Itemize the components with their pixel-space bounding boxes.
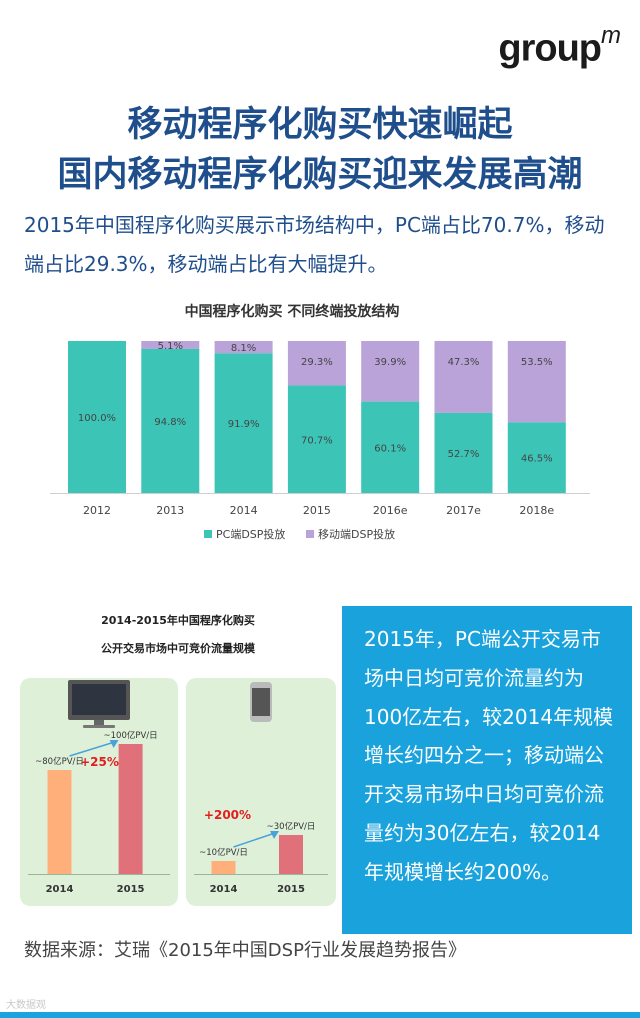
source-note: 数据来源：艾瑞《2015年中国DSP行业发展趋势报告》 xyxy=(24,940,466,961)
watermark: 大数据观 xyxy=(6,1000,46,1011)
monitor-screen-icon xyxy=(72,684,126,715)
headline-line-2: 国内移动程序化购买迎来发展高潮 xyxy=(57,155,583,195)
label-pc-2015: 70.7% xyxy=(301,435,333,446)
legend-swatch-mobile xyxy=(306,530,314,538)
value-label-pc-2015: ~100亿PV/日 xyxy=(104,730,158,741)
label-pc-2016e: 60.1% xyxy=(374,443,406,454)
x-tick-2015: 2015 xyxy=(303,504,331,517)
value-label-mobile-2015: ~30亿PV/日 xyxy=(267,821,316,832)
x-tick-2012: 2012 xyxy=(83,504,111,517)
legend-label-mobile: 移动端DSP投放 xyxy=(318,527,395,541)
growth-arrow-mobile xyxy=(233,832,276,848)
value-label-mobile-2014: ~10亿PV/日 xyxy=(199,847,248,858)
bar-mobile-2015 xyxy=(279,835,303,874)
summary-box: 2015年，PC端公开交易市场中日均可竞价流量约为100亿左右，较2014年规模… xyxy=(342,606,632,934)
monitor-base-icon xyxy=(83,725,115,728)
legend-swatch-pc xyxy=(204,530,212,538)
chart2-title-line2: 公开交易市场中可竞价流量规模 xyxy=(101,641,256,655)
label-pc-2012: 100.0% xyxy=(78,413,116,424)
bar-mobile-2013 xyxy=(141,341,200,349)
label-pc-2017e: 52.7% xyxy=(448,449,480,460)
bottom-bar xyxy=(0,1012,640,1018)
terminal-structure-chart: 中国程序化购买 不同终端投放结构 100.0% 2012 5.1% 94.8% 2013 8… xyxy=(50,303,590,541)
groupm-logo: groupm xyxy=(498,22,621,70)
growth-label-mobile: +200% xyxy=(204,808,251,822)
bar-pc-2018e xyxy=(507,422,566,493)
year-label-mobile-2015: 2015 xyxy=(277,884,305,895)
year-label-mobile-2014: 2014 xyxy=(210,884,238,895)
intro-text: 2015年中国程序化购买展示市场结构中，PC端占比70.7%，移动端占比29.3… xyxy=(24,213,605,276)
arrow-head-icon xyxy=(270,831,279,839)
bar-pc-2014 xyxy=(47,770,72,874)
label-mobile-2017e: 47.3% xyxy=(448,357,480,368)
bar-mobile-2016e xyxy=(361,341,420,402)
bar-pc-2017e xyxy=(434,412,493,493)
bar-pc-2014 xyxy=(214,353,273,493)
bar-pc-2015 xyxy=(287,385,346,493)
x-tick-2016e: 2016e xyxy=(373,504,408,517)
x-tick-2017e: 2017e xyxy=(446,504,481,517)
x-tick-2014: 2014 xyxy=(230,504,258,517)
bar-pc-2015 xyxy=(118,744,143,874)
bar-mobile-2014 xyxy=(214,341,273,354)
bar-mobile-2015 xyxy=(287,341,346,386)
bar-mobile-2014 xyxy=(211,861,236,874)
label-mobile-2015: 29.3% xyxy=(301,357,333,368)
growth-label-pc: +25% xyxy=(80,755,119,769)
label-mobile-2013: 5.1% xyxy=(158,341,183,352)
x-tick-2013: 2013 xyxy=(156,504,184,517)
bar-pc-2013 xyxy=(141,348,200,493)
bar-mobile-2018e xyxy=(507,341,566,423)
arrow-head-icon xyxy=(109,740,119,748)
x-tick-2018e: 2018e xyxy=(519,504,554,517)
growth-arrow-pc xyxy=(69,741,115,757)
label-pc-2013: 94.8% xyxy=(154,417,186,428)
bar-pc-2012 xyxy=(68,341,126,493)
bar-pc-2016e xyxy=(361,401,420,493)
monitor-neck-icon xyxy=(94,720,104,726)
chart2-title-line1: 2014-2015年中国程序化购买 xyxy=(101,613,255,627)
chart-title: 中国程序化购买 不同终端投放结构 xyxy=(185,303,400,320)
legend-label-pc: PC端DSP投放 xyxy=(216,527,285,541)
headline-line-1: 移动程序化购买快速崛起 xyxy=(127,105,513,145)
label-mobile-2014: 8.1% xyxy=(231,343,256,354)
label-mobile-2016e: 39.9% xyxy=(374,357,406,368)
year-label-pc-2015: 2015 xyxy=(117,884,145,895)
year-label-pc-2014: 2014 xyxy=(46,884,74,895)
value-label-pc-2014: ~80亿PV/日 xyxy=(35,756,84,767)
bar-mobile-2017e xyxy=(434,341,493,413)
label-mobile-2018e: 53.5% xyxy=(521,357,553,368)
phone-screen-icon xyxy=(252,688,270,716)
label-pc-2018e: 46.5% xyxy=(521,454,553,465)
label-pc-2014: 91.9% xyxy=(228,419,260,430)
